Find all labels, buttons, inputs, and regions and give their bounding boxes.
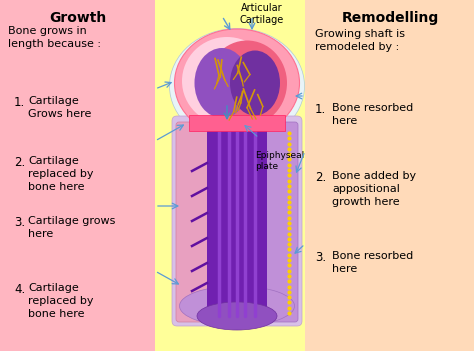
- Text: 1.: 1.: [14, 96, 25, 109]
- FancyBboxPatch shape: [207, 123, 267, 319]
- Text: Epiphyseal
plate: Epiphyseal plate: [255, 151, 304, 171]
- Ellipse shape: [180, 286, 294, 326]
- Text: Bone resorbed
here: Bone resorbed here: [332, 103, 413, 126]
- Ellipse shape: [230, 51, 280, 115]
- Text: 2.: 2.: [315, 171, 326, 184]
- Text: 2.: 2.: [14, 156, 25, 169]
- Ellipse shape: [197, 302, 277, 330]
- Bar: [0, 0, 155, 351]
- Ellipse shape: [170, 28, 304, 144]
- Text: Remodelling: Remodelling: [341, 11, 438, 25]
- Text: 1.: 1.: [315, 103, 326, 116]
- Ellipse shape: [207, 40, 287, 126]
- Text: Cartilage
replaced by
bone here: Cartilage replaced by bone here: [28, 283, 93, 319]
- Text: 4.: 4.: [14, 283, 25, 296]
- Ellipse shape: [194, 48, 249, 118]
- Text: Cartilage
Grows here: Cartilage Grows here: [28, 96, 91, 119]
- Text: Bone added by
appositional
growth here: Bone added by appositional growth here: [332, 171, 416, 207]
- Text: Cartilage
replaced by
bone here: Cartilage replaced by bone here: [28, 156, 93, 192]
- Text: 3.: 3.: [14, 216, 25, 229]
- Text: Articular
Cartilage: Articular Cartilage: [240, 3, 284, 25]
- Bar: [189, 115, 285, 131]
- FancyBboxPatch shape: [266, 122, 298, 322]
- Ellipse shape: [174, 29, 300, 137]
- Text: Bone grows in
length because :: Bone grows in length because :: [8, 26, 101, 49]
- Text: Cartilage grows
here: Cartilage grows here: [28, 216, 115, 239]
- Text: 3.: 3.: [315, 251, 326, 264]
- Text: Growing shaft is
remodeled by :: Growing shaft is remodeled by :: [315, 29, 405, 52]
- Text: Growth: Growth: [49, 11, 107, 25]
- FancyBboxPatch shape: [172, 116, 302, 326]
- Bar: [305, 0, 474, 351]
- Text: Bone resorbed
here: Bone resorbed here: [332, 251, 413, 274]
- FancyBboxPatch shape: [176, 122, 208, 322]
- Ellipse shape: [182, 37, 272, 125]
